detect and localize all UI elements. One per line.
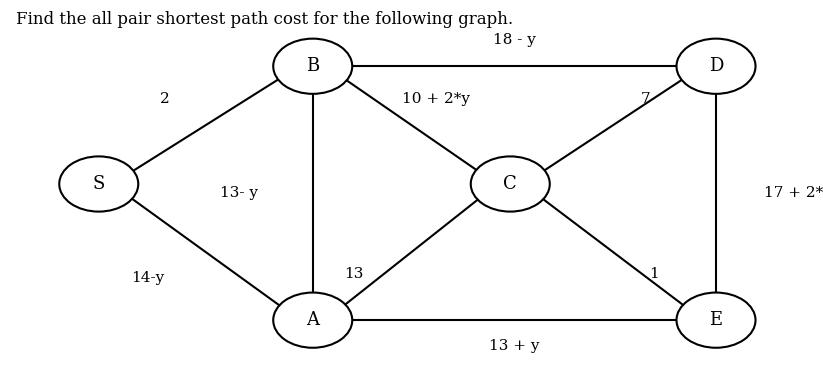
Text: 18 - y: 18 - y: [493, 33, 536, 47]
Text: E: E: [709, 311, 723, 329]
Ellipse shape: [471, 156, 550, 212]
Text: 13: 13: [344, 267, 364, 281]
Text: 2: 2: [160, 92, 170, 106]
Text: 17 + 2*y: 17 + 2*y: [765, 186, 823, 200]
Text: D: D: [709, 57, 723, 75]
Text: Find the all pair shortest path cost for the following graph.: Find the all pair shortest path cost for…: [16, 11, 514, 28]
Ellipse shape: [273, 293, 352, 348]
Text: S: S: [92, 175, 105, 193]
Ellipse shape: [59, 156, 138, 212]
Ellipse shape: [273, 39, 352, 94]
Ellipse shape: [677, 39, 756, 94]
Text: A: A: [306, 311, 319, 329]
Text: B: B: [306, 57, 319, 75]
Text: 13- y: 13- y: [220, 186, 258, 200]
Text: 7: 7: [641, 92, 651, 106]
Ellipse shape: [677, 293, 756, 348]
Text: 13 + y: 13 + y: [489, 339, 540, 353]
Text: 14-y: 14-y: [132, 271, 165, 285]
Text: 1: 1: [649, 267, 659, 281]
Text: C: C: [504, 175, 517, 193]
Text: 10 + 2*y: 10 + 2*y: [402, 92, 470, 106]
